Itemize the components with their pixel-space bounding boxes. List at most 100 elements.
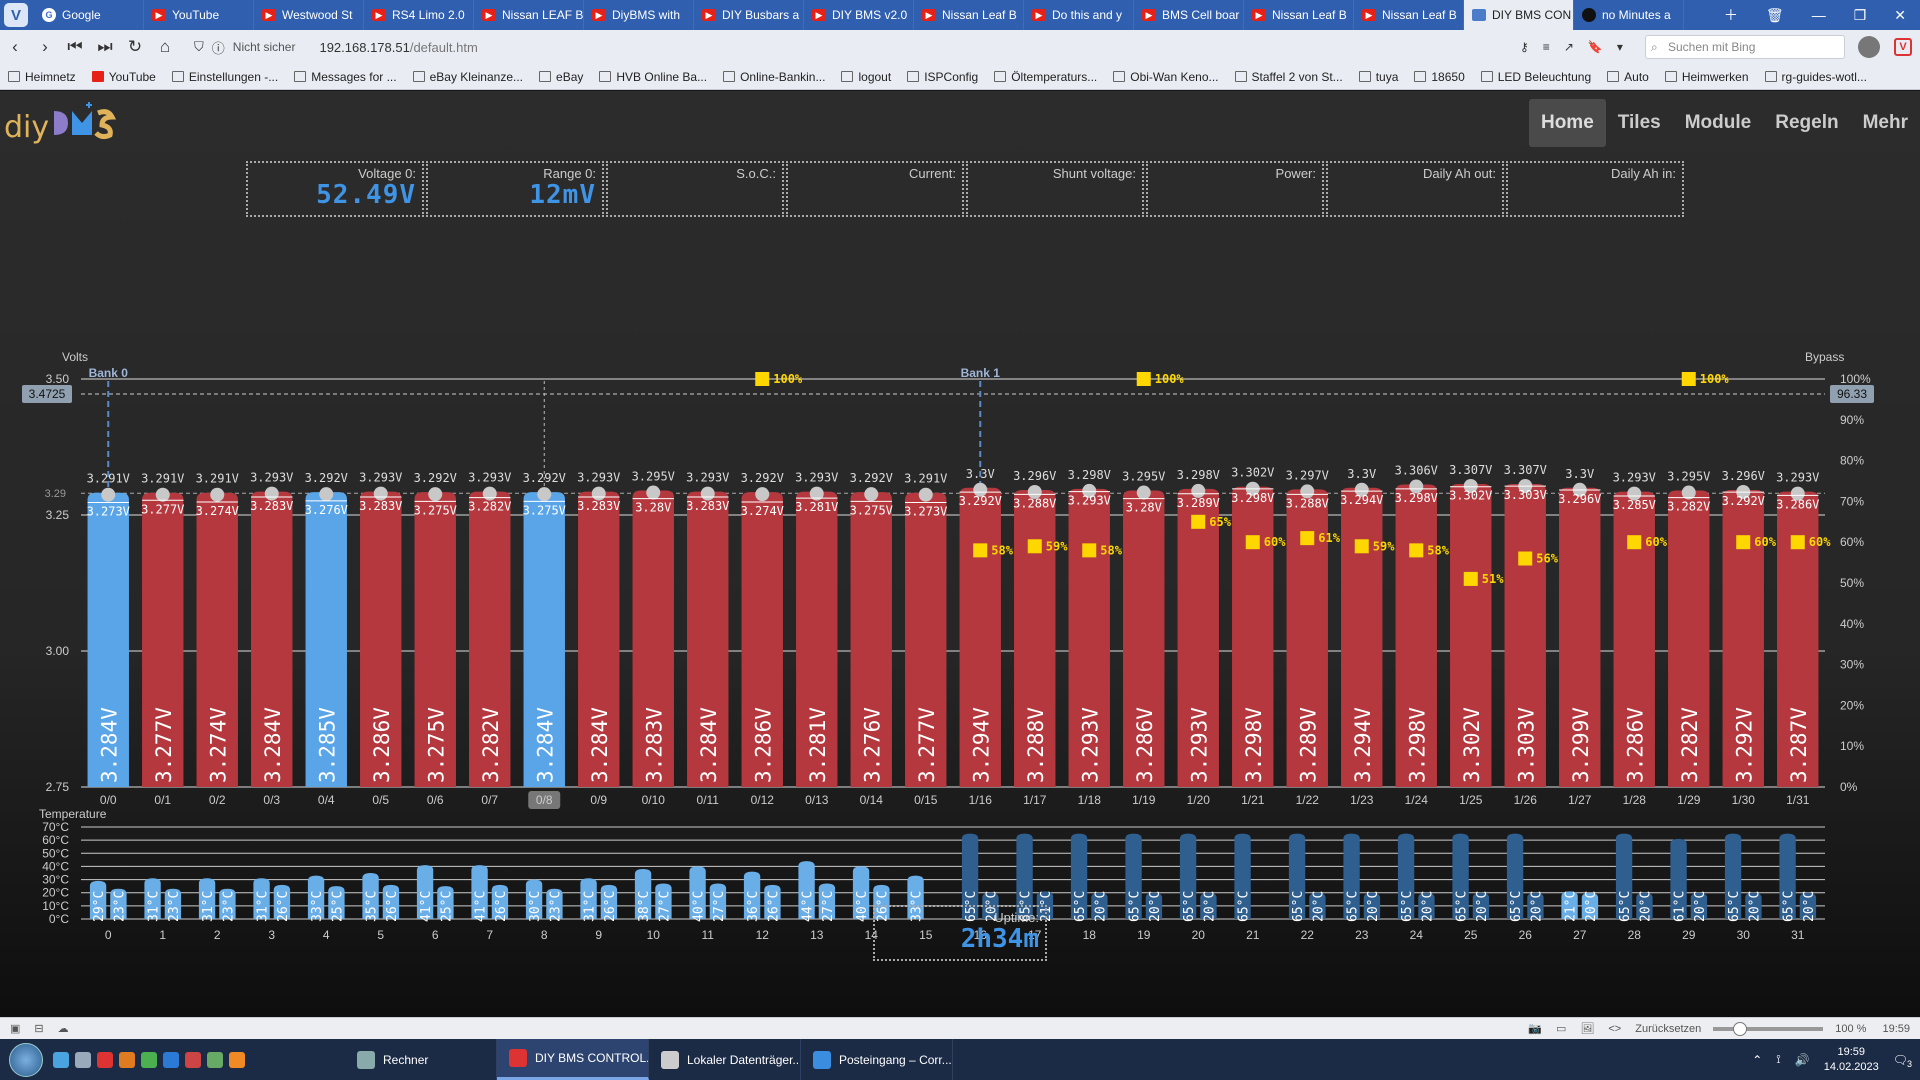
temp-bar-group[interactable]: 31°C 26°C3	[253, 878, 291, 942]
cell-bar[interactable]: 3.3V 3.292V 3.294V 1/16	[959, 467, 1002, 807]
cell-bar-rect[interactable]	[1613, 491, 1655, 787]
cell-bar[interactable]: 3.295V 3.28V 3.286V 1/19	[1122, 470, 1165, 807]
cell-bar[interactable]: 3.307V 3.303V 3.303V 1/26	[1504, 463, 1547, 807]
minimize-button[interactable]: —	[1811, 7, 1826, 23]
browser-tab[interactable]: ▶ YouTube	[144, 0, 254, 30]
cell-bar-rect[interactable]	[1232, 486, 1274, 787]
browser-tab[interactable]: DIY BMS CON	[1464, 0, 1574, 30]
temp-bar-group[interactable]: 36°C 26°C 12	[743, 871, 782, 942]
tools-icon[interactable]	[207, 1051, 223, 1068]
cell-bar-rect[interactable]	[1177, 488, 1219, 787]
temp-bar-group[interactable]: 31°C 23°C1	[144, 878, 182, 942]
nav-tiles[interactable]: Tiles	[1617, 112, 1661, 133]
window-icon[interactable]: ▭	[1556, 1023, 1567, 1035]
bookmark-item[interactable]: Online-Bankin...	[723, 70, 825, 84]
forward-button[interactable]: ›	[42, 37, 48, 56]
cell-bar-rect[interactable]	[850, 492, 892, 787]
cell-bar-rect[interactable]	[1395, 484, 1437, 787]
cell-bar-rect[interactable]	[796, 491, 838, 787]
cell-bar[interactable]: 3.297V 3.288V 3.289V 1/22	[1286, 468, 1329, 807]
cloud-icon[interactable]: ☁	[57, 1023, 69, 1035]
cell-bar[interactable]: 3.296V 3.292V 3.292V 1/30	[1722, 469, 1765, 807]
browser-tab[interactable]: ▶ Nissan LEAF B	[474, 0, 584, 30]
bookmark-item[interactable]: Staffel 2 von St...	[1234, 70, 1343, 84]
vivaldi-panel-icon[interactable]: V	[1894, 38, 1912, 56]
temp-bar-group[interactable]: 65°C 20°C 22	[1288, 833, 1327, 942]
cell-bar-rect[interactable]	[905, 492, 947, 787]
temp-bar-group[interactable]: 35°C 26°C5	[362, 873, 400, 942]
firefox-icon[interactable]	[119, 1051, 135, 1068]
cell-bar[interactable]: 3.293V 3.283V 3.284V 0/3	[250, 471, 293, 807]
cell-bar[interactable]: 3.293V 3.283V 3.284V 0/9	[577, 471, 620, 807]
temp-bar-group[interactable]: 31°C 23°C2	[198, 878, 237, 942]
shield-icon[interactable]: ⛉	[194, 39, 204, 54]
back-button[interactable]: ‹	[12, 37, 18, 56]
temp-bar-group[interactable]: 29°C 23°C0	[89, 880, 128, 942]
cell-bar[interactable]: 3.295V 3.282V 3.282V 1/29	[1667, 470, 1710, 807]
cell-bar[interactable]: 3.306V 3.298V 3.298V 1/24	[1395, 464, 1438, 807]
browser-tab[interactable]: ▶ Nissan Leaf B	[1244, 0, 1354, 30]
bookmark-item[interactable]: rg-guides-wotl...	[1764, 70, 1867, 84]
temp-bar-group[interactable]: 65°C 20°C 24	[1397, 833, 1436, 942]
browser-tab[interactable]: no Minutes a	[1574, 0, 1684, 30]
cell-bar-rect[interactable]	[1504, 483, 1546, 787]
cell-bar[interactable]: 3.293V 3.282V 3.282V 0/7	[468, 471, 511, 807]
reload-button[interactable]: ↻	[127, 37, 143, 56]
cell-bar-rect[interactable]	[959, 487, 1001, 787]
cell-bar-rect[interactable]	[1014, 489, 1056, 787]
tiling-icon[interactable]: ⊟	[34, 1023, 44, 1035]
cell-bar[interactable]: 3.291V 3.277V 3.277V 0/1	[141, 472, 184, 807]
browser-tab[interactable]: ▶ DIY BMS v2.0	[804, 0, 914, 30]
search-input[interactable]: ⌕ Suchen mit Bing	[1645, 35, 1845, 59]
cell-bar[interactable]: 3.292V 3.275V 3.275V 0/6	[414, 471, 457, 807]
notification-icon[interactable]: 🗨 3	[1892, 1052, 1912, 1069]
temp-bar-group[interactable]: 31°C 26°C9	[580, 878, 618, 942]
cell-bar[interactable]: 3.298V 3.293V 3.293V 1/18	[1068, 468, 1111, 807]
cell-bar-rect[interactable]	[196, 492, 238, 787]
bookmark-item[interactable]: Heimnetz	[8, 70, 76, 84]
bookmark-item[interactable]: eBay Kleinanze...	[412, 70, 523, 84]
cell-bar[interactable]: 3.293V 3.286V 3.287V 1/31	[1776, 471, 1819, 807]
cell-bar-rect[interactable]	[360, 491, 402, 787]
cell-bar-rect[interactable]	[1341, 487, 1383, 787]
vivaldi-menu-icon[interactable]: V	[4, 3, 28, 27]
temp-bar-group[interactable]: 61°C 20°C 29	[1670, 838, 1708, 942]
cell-bar-rect[interactable]	[1777, 491, 1819, 787]
browser-tab[interactable]: ▶ RS4 Limo 2.0	[364, 0, 474, 30]
bookmark-item[interactable]: YouTube	[91, 70, 156, 84]
url-field[interactable]: ⛉ ⓘ Nicht sicher 192.168.178.51/default.…	[194, 38, 478, 57]
cell-bar-rect[interactable]	[1559, 487, 1601, 787]
cell-bar[interactable]: 3.293V 3.283V 3.284V 0/11	[686, 471, 729, 807]
browser-tab[interactable]: ▶ Nissan Leaf B	[914, 0, 1024, 30]
browser-tab[interactable]: ▶ Nissan Leaf B	[1354, 0, 1464, 30]
temp-bar-group[interactable]: 65°C 21	[1234, 833, 1260, 942]
volume-icon[interactable]: 🔊	[1794, 1052, 1810, 1067]
cell-bar[interactable]: 3.3V 3.296V 3.299V 1/27	[1558, 467, 1601, 807]
taskbar-task[interactable]: Rechner	[345, 1039, 497, 1080]
cell-bar[interactable]: 3.3V 3.294V 3.294V 1/23	[1340, 467, 1383, 807]
nav-home[interactable]: Home	[1528, 99, 1606, 147]
profile-avatar[interactable]	[1858, 36, 1880, 58]
bookmark-item[interactable]: logout	[841, 70, 891, 84]
cell-bar[interactable]: 3.291V 3.273V 3.277V 0/15	[904, 472, 947, 807]
temp-bar-group[interactable]: 21°C 20°C 27	[1561, 891, 1599, 942]
temp-bar-group[interactable]: 40°C 27°C 11	[689, 866, 727, 942]
cell-bar-rect[interactable]	[1068, 488, 1110, 787]
cell-bar-rect[interactable]	[741, 492, 783, 787]
bookmark-item[interactable]: Einstellungen -...	[171, 70, 278, 84]
temp-bar-group[interactable]: 65°C 20°C 28	[1615, 833, 1654, 942]
media-player-icon[interactable]	[185, 1051, 201, 1068]
explorer-icon[interactable]	[75, 1051, 91, 1068]
temp-bar-group[interactable]: 41°C 26°C7	[471, 865, 509, 942]
reader-icon[interactable]: ≡	[1542, 40, 1550, 54]
zoom-slider[interactable]	[1713, 1021, 1824, 1036]
cell-bar[interactable]: 3.293V 3.285V 3.286V 1/28	[1613, 471, 1656, 807]
cell-bar[interactable]: 3.291V 3.273V 3.284V 0/0	[87, 472, 130, 807]
bookmark-item[interactable]: 18650	[1414, 70, 1465, 84]
bookmark-item[interactable]: Obi-Wan Keno...	[1113, 70, 1219, 84]
vivaldi-icon[interactable]	[97, 1051, 113, 1068]
extension-icon[interactable]: ↗	[1563, 40, 1574, 54]
cell-bar-rect[interactable]	[469, 491, 511, 787]
rewind-button[interactable]: ⏮	[67, 37, 83, 56]
temp-bar-group[interactable]: 65°C 20°C 25	[1452, 833, 1490, 942]
